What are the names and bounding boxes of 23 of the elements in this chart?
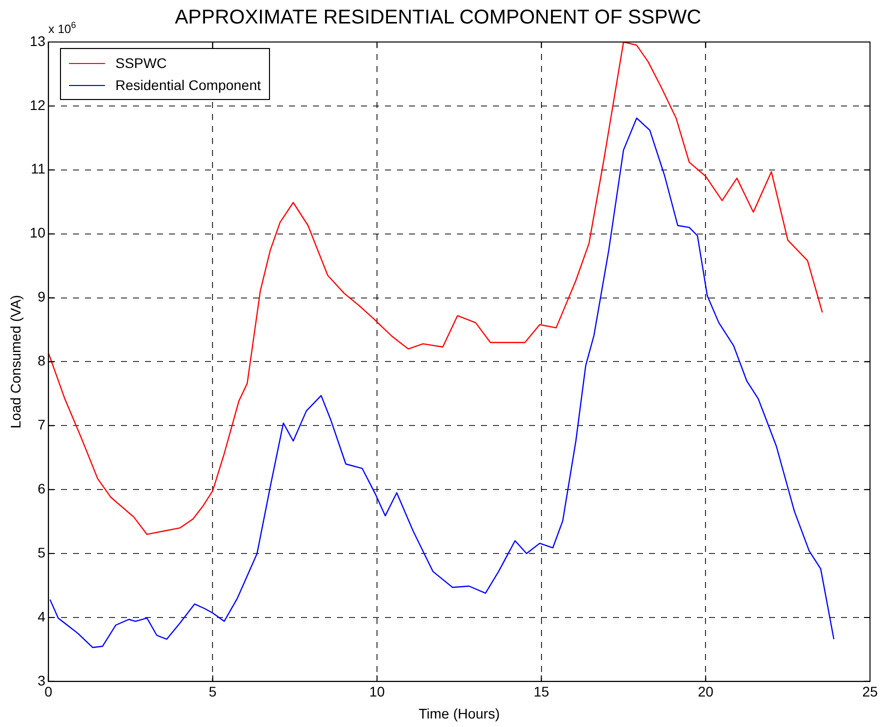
y-tick-label: 13 xyxy=(30,32,46,49)
x-tick-label: 0 xyxy=(44,684,52,700)
x-tick-label: 15 xyxy=(534,684,550,700)
y-tick-label: 6 xyxy=(38,480,46,496)
legend-label: Residential Component xyxy=(115,77,261,93)
x-tick-label: 25 xyxy=(862,684,878,700)
x-tick-label: 5 xyxy=(208,684,217,700)
y-tick-label: 9 xyxy=(38,288,46,305)
y-tick-label: 5 xyxy=(38,544,46,560)
y-tick-label: 7 xyxy=(38,416,46,432)
y-tick-label: 3 xyxy=(38,672,46,688)
chart-title: APPROXIMATE RESIDENTIAL COMPONENT OF SSPWC xyxy=(174,6,702,29)
x-axis-title: Time (Hours) xyxy=(418,705,500,722)
text: x 10$^{6}$ xyxy=(48,20,76,36)
y-tick-label: 11 xyxy=(30,160,46,177)
y-tick-label: 4 xyxy=(38,608,46,624)
x-tick-label: 10 xyxy=(369,684,386,700)
legend-label: SSPWC xyxy=(115,55,167,71)
x-tick-label: 20 xyxy=(698,684,714,700)
y-tick-label: 8 xyxy=(38,352,46,369)
y-axis-title: Load Consumed (VA) xyxy=(7,294,24,428)
y-tick-label: 12 xyxy=(30,96,46,113)
y-tick-label: 10 xyxy=(30,224,46,241)
